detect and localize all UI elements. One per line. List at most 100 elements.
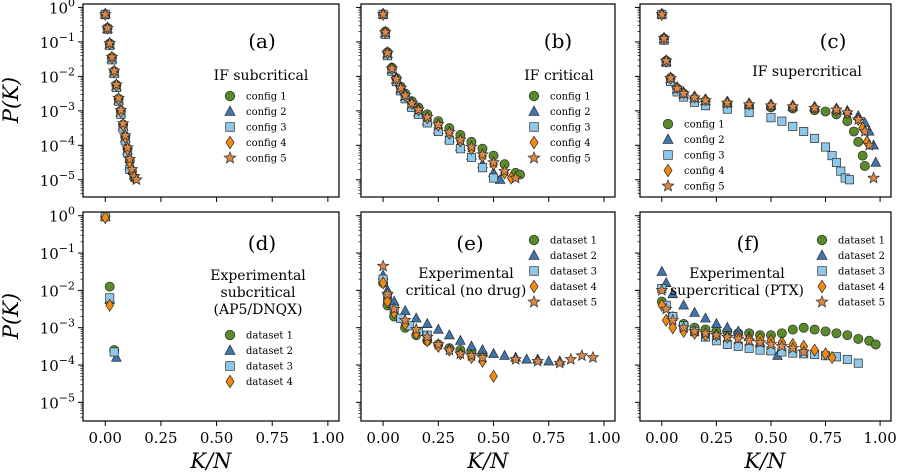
legend-label: dataset 2 <box>550 251 597 262</box>
legend-marker <box>816 234 828 246</box>
data-point <box>399 304 411 315</box>
legend-marker <box>225 361 235 371</box>
data-point <box>121 141 134 154</box>
data-point <box>100 210 110 225</box>
data-point <box>689 306 700 317</box>
legend-marker <box>225 374 235 389</box>
data-point <box>755 345 765 355</box>
panel-caption: Experimental <box>689 266 785 282</box>
y-tick-label: 10−3 <box>40 100 75 121</box>
data-point <box>398 88 412 101</box>
data-point <box>420 330 434 343</box>
data-point <box>831 158 841 168</box>
data-point <box>820 326 831 337</box>
data-point <box>859 161 870 171</box>
legend-label: config 2 <box>246 107 287 118</box>
data-point <box>786 100 800 113</box>
y-tick-label: 10−2 <box>40 279 75 300</box>
data-point <box>668 321 678 335</box>
legend-label: dataset 3 <box>246 362 293 373</box>
panel-letter: (a) <box>248 29 276 53</box>
data-point <box>98 7 112 20</box>
legend-label: config 4 <box>246 138 287 149</box>
panel-c: (c) IF supercritical config 1 config 2 confi… <box>635 3 892 202</box>
data-point <box>840 105 854 118</box>
data-point <box>820 106 831 117</box>
legend-label: dataset 3 <box>550 267 597 278</box>
data-point <box>521 353 533 364</box>
panel-letter: (f) <box>736 231 759 255</box>
x-tick-label: 0.25 <box>144 429 177 447</box>
legend-marker <box>528 234 540 246</box>
legend-label: dataset 2 <box>246 346 293 357</box>
data-point <box>787 324 798 335</box>
data-point <box>655 283 669 296</box>
legend-label: config 3 <box>246 123 287 134</box>
legend-marker <box>225 135 235 150</box>
data-point <box>742 334 756 347</box>
legend-marker <box>527 151 541 164</box>
data-point <box>489 173 499 183</box>
series-dataset-4 <box>100 210 115 312</box>
legend-marker <box>529 266 539 276</box>
data-point <box>700 312 711 323</box>
y-axis-title: P(K) <box>0 77 23 124</box>
data-point <box>677 86 691 100</box>
data-point <box>656 265 668 276</box>
legend-label: config 1 <box>246 92 287 103</box>
legend-label: dataset 5 <box>838 298 885 309</box>
x-tick-label: 0.50 <box>754 429 787 447</box>
legend-label: dataset 4 <box>246 377 293 388</box>
panel-caption: subcritical <box>221 285 296 301</box>
legend-label: dataset 1 <box>838 236 885 247</box>
data-point <box>870 339 881 350</box>
legend-marker <box>224 329 236 341</box>
data-point <box>853 136 864 147</box>
legend-marker <box>528 105 540 116</box>
data-point <box>862 138 876 151</box>
data-point <box>499 349 510 360</box>
legend-label: config 3 <box>550 123 591 134</box>
data-point <box>798 322 809 333</box>
x-tick-label: 0.75 <box>256 429 289 447</box>
data-point <box>112 91 125 104</box>
data-point <box>110 351 122 362</box>
panel-letter: (e) <box>456 231 483 255</box>
data-point <box>385 62 399 75</box>
data-point <box>851 112 865 125</box>
data-point <box>477 163 487 173</box>
data-point <box>125 162 139 175</box>
data-point <box>378 25 392 38</box>
x-axis-title: K/N <box>466 449 509 473</box>
legend-label: dataset 2 <box>838 251 885 262</box>
data-point <box>810 343 819 357</box>
data-point <box>810 133 820 143</box>
data-point <box>381 46 394 59</box>
panel-a: 100 10−1 10−2 10−3 10−4 10−5 (a) IF subcritical… <box>40 0 340 202</box>
legend-marker <box>662 118 674 130</box>
data-point <box>808 101 821 114</box>
data-point <box>786 341 800 354</box>
data-point <box>870 156 882 167</box>
data-point <box>383 294 392 309</box>
legend-label: dataset 1 <box>246 331 293 342</box>
x-tick-label: 1.00 <box>587 429 620 447</box>
x-tick-label: 0.50 <box>200 429 233 447</box>
panel-letter: (d) <box>248 231 276 255</box>
data-point <box>775 339 789 352</box>
data-point <box>842 330 853 341</box>
y-tick-label: 10−2 <box>40 65 75 86</box>
legend-marker <box>662 133 674 144</box>
legend-marker <box>663 150 673 160</box>
x-axis-title: K/N <box>743 449 786 473</box>
data-point <box>412 103 425 116</box>
data-point <box>853 333 864 344</box>
legend-marker <box>817 266 827 276</box>
x-tick-label: 0.75 <box>532 429 565 447</box>
panel-caption: Experimental <box>418 266 514 282</box>
data-point <box>488 347 499 358</box>
data-point <box>118 128 132 142</box>
data-point <box>655 7 669 20</box>
legend-label: config 1 <box>550 92 591 103</box>
